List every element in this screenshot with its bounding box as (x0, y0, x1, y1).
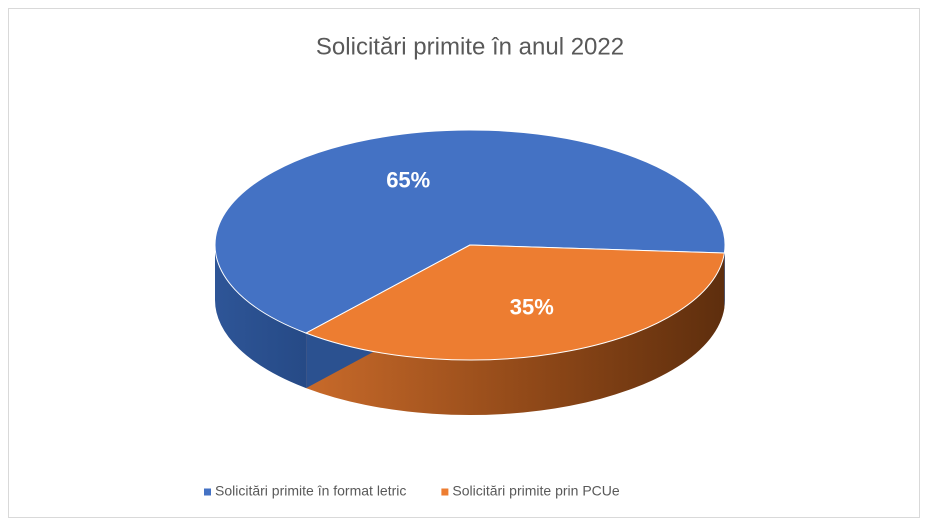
slice-side (306, 253, 725, 415)
pie-slice (214, 129, 726, 334)
legend-marker (204, 488, 211, 496)
legend-marker (441, 488, 449, 496)
chart-title: Solicitări primite în anul 2022 (316, 33, 624, 60)
data-label: 35% (510, 294, 554, 319)
pie: 65% 35% (214, 129, 726, 415)
pie-slice (304, 244, 725, 361)
slice-side (724, 245, 725, 309)
data-label: 65% (386, 167, 430, 192)
slice-side (215, 245, 307, 389)
legend-label: Solicitări primite prin PCUe (452, 483, 619, 499)
legend-label: Solicitări primite în format letric (215, 483, 406, 499)
legend: Solicitări primite în format letric Solic… (204, 483, 620, 499)
